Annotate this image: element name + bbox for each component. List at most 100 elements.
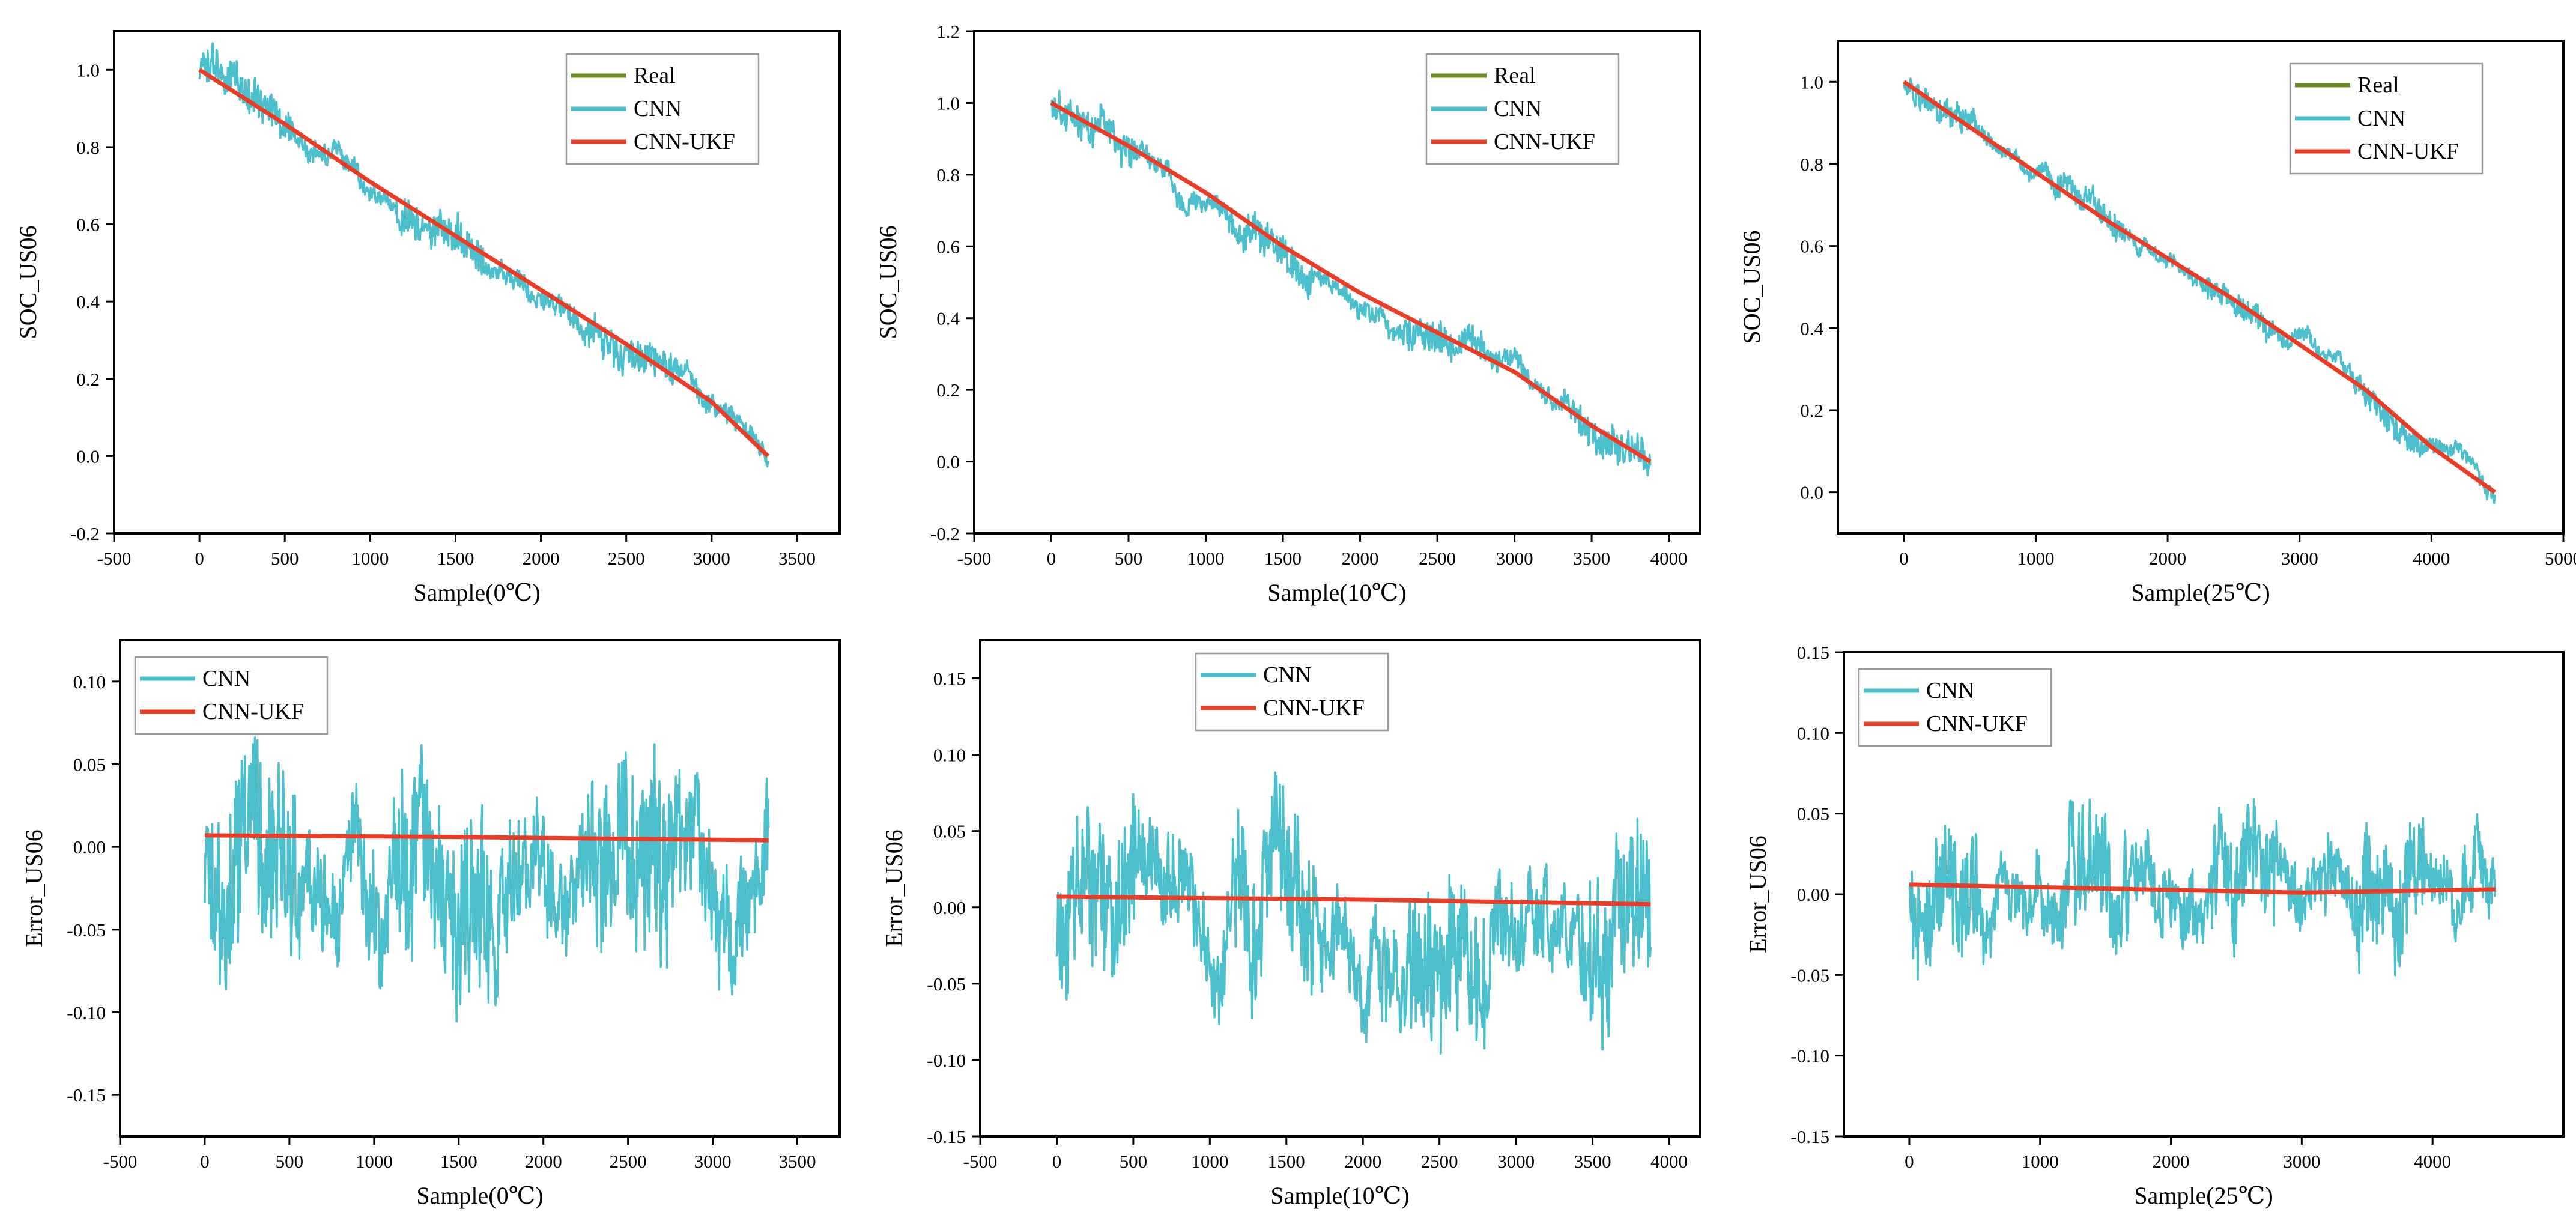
x-tick-label: 3500 <box>1573 548 1610 569</box>
x-tick-label: 1000 <box>351 548 389 569</box>
x-tick-label: 3000 <box>694 1151 732 1172</box>
y-tick-label: 1.0 <box>936 92 960 114</box>
series-group <box>204 736 770 1023</box>
x-tick-label: 0 <box>1047 548 1056 569</box>
x-tick-label: 500 <box>1120 1151 1148 1172</box>
x-tick-label: 4000 <box>2413 548 2450 569</box>
series-line-cnn-ukf <box>1909 882 2496 895</box>
legend-label-cnn: CNN <box>202 666 250 691</box>
x-axis-title: Sample(10℃) <box>1267 579 1406 606</box>
x-tick-label: 3000 <box>1497 1151 1535 1172</box>
x-tick-label: 4000 <box>2414 1151 2451 1172</box>
y-tick-label: -0.05 <box>1790 965 1829 986</box>
series-line-cnn <box>204 736 770 1023</box>
y-tick-label: 1.2 <box>936 21 960 42</box>
x-tick-label: 0 <box>200 1151 210 1172</box>
legend-label-cnn-ukf: CNN-UKF <box>2357 139 2459 164</box>
legend-label-cnn: CNN <box>2357 106 2405 131</box>
y-tick-label: 0.05 <box>933 821 966 842</box>
x-tick-label: -500 <box>97 548 132 569</box>
y-tick-label: 0.2 <box>76 369 100 390</box>
y-tick-label: -0.10 <box>1790 1046 1829 1067</box>
x-tick-label: 1500 <box>1264 548 1302 569</box>
x-tick-label: 2500 <box>1419 548 1456 569</box>
series-line-cnn <box>1050 89 1652 477</box>
x-tick-label: 3500 <box>778 548 816 569</box>
y-tick-label: 0.8 <box>76 137 100 158</box>
legend-label-cnn-ukf: CNN-UKF <box>1926 711 2028 736</box>
y-tick-label: 0.2 <box>936 380 960 401</box>
y-tick-label: 0.05 <box>73 754 106 775</box>
x-tick-label: -500 <box>103 1151 138 1172</box>
x-tick-label: 2500 <box>610 1151 647 1172</box>
y-tick-label: 0.0 <box>76 446 100 467</box>
x-tick-label: 500 <box>271 548 299 569</box>
y-axis-title: SOC_US06 <box>874 226 902 339</box>
chart-soc-0c: -500 0 500 1000 1500 2000 2500 3000 3500 -0.2 0.0 0… <box>14 30 841 606</box>
legend-box <box>1195 652 1389 732</box>
y-axis-title: SOC_US06 <box>14 226 41 339</box>
x-tick-label: 2000 <box>1342 548 1379 569</box>
plot-frame <box>1837 40 2565 535</box>
legend: CNN CNN-UKF <box>134 656 329 735</box>
y-tick-label: -0.15 <box>67 1085 106 1106</box>
x-axis-title: Sample(0℃) <box>413 579 540 606</box>
y-tick-label: 0.0 <box>936 452 960 473</box>
y-tick-label: -0.2 <box>930 523 960 544</box>
x-tick-label: 2000 <box>2153 1151 2190 1172</box>
legend-box <box>134 656 329 735</box>
x-tick-label: 4000 <box>1650 548 1688 569</box>
y-tick-label: 0.0 <box>1800 482 1823 503</box>
y-tick-label: 0.4 <box>1800 318 1823 339</box>
y-tick-label: -0.10 <box>67 1002 106 1023</box>
chart-err-10c: -500 0 500 1000 1500 2000 2500 3000 3500 4000 -0.1… <box>880 639 1701 1209</box>
series-line-cnn <box>1055 771 1652 1055</box>
x-axis-title: Sample(25℃) <box>2131 579 2270 606</box>
x-axis-title: Sample(25℃) <box>2134 1182 2273 1209</box>
y-tick-label: 0.6 <box>1800 236 1823 257</box>
legend-label-cnn: CNN <box>634 96 682 121</box>
y-axis-title: Error_US06 <box>880 829 908 947</box>
x-tick-label: 3000 <box>1496 548 1533 569</box>
legend: CNN CNN-UKF <box>1195 652 1389 732</box>
y-tick-label: 0.4 <box>936 308 960 329</box>
series-line-cnn-ukf <box>1056 894 1651 907</box>
y-axis-title: Error_US06 <box>1744 835 1771 953</box>
legend-label-real: Real <box>2357 73 2399 98</box>
y-tick-label: -0.15 <box>1790 1126 1829 1147</box>
legend: Real CNN CNN-UKF <box>2289 62 2484 175</box>
x-tick-label: 1000 <box>2022 1151 2059 1172</box>
y-tick-label: 0.4 <box>76 291 100 312</box>
x-axis-title: Sample(0℃) <box>416 1182 543 1209</box>
legend-label-cnn-ukf: CNN-UKF <box>1263 695 1365 721</box>
x-tick-label: 1000 <box>1191 1151 1228 1172</box>
series-line-cnn-ukf <box>1050 101 1652 464</box>
chart-err-25c: 0 1000 2000 3000 4000 -0.15 -0.10 -0.05 0.00 0.05… <box>1744 642 2565 1209</box>
y-tick-label: 0.15 <box>1797 642 1829 663</box>
x-tick-label: 4000 <box>1650 1151 1688 1172</box>
legend-label-cnn: CNN <box>1926 678 1974 703</box>
legend-label-cnn-ukf: CNN-UKF <box>634 129 735 154</box>
x-tick-label: 1500 <box>1268 1151 1305 1172</box>
series-group <box>1055 771 1652 1055</box>
legend-label-real: Real <box>1494 63 1536 88</box>
plot-frame <box>979 639 1701 1138</box>
y-tick-label: 0.6 <box>76 214 100 235</box>
x-tick-label: 0 <box>1052 1151 1062 1172</box>
y-axis-title: SOC_US06 <box>1738 231 1765 344</box>
legend-label-cnn: CNN <box>1494 96 1542 121</box>
series-line-cnn-ukf <box>198 68 770 458</box>
x-tick-label: 3000 <box>693 548 730 569</box>
x-tick-label: 2000 <box>523 548 560 569</box>
y-tick-label: -0.05 <box>927 974 966 995</box>
x-tick-label: 3000 <box>2281 548 2318 569</box>
x-tick-label: 2000 <box>2149 548 2186 569</box>
y-tick-label: 0.00 <box>1797 884 1829 905</box>
y-axis-title: Error_US06 <box>20 829 47 947</box>
x-tick-label: 0 <box>1899 548 1909 569</box>
y-tick-label: -0.15 <box>927 1126 966 1147</box>
y-tick-label: 0.10 <box>933 745 966 766</box>
x-tick-label: 2000 <box>1344 1151 1381 1172</box>
